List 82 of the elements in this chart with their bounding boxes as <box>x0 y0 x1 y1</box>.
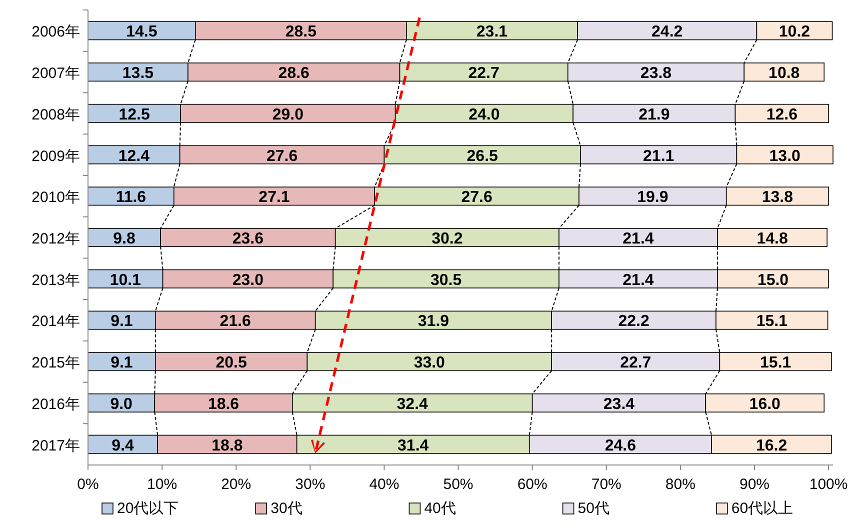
data-label: 27.6 <box>266 148 298 165</box>
y-tick-label: 2015年 <box>32 354 80 372</box>
data-label: 33.0 <box>414 354 446 372</box>
y-tick-label: 2006年 <box>32 24 80 41</box>
data-label: 10.1 <box>110 272 142 289</box>
data-label: 24.0 <box>468 106 500 124</box>
y-tick-label: 2007年 <box>32 65 80 82</box>
data-label: 10.8 <box>768 65 800 82</box>
data-label: 14.5 <box>126 24 158 41</box>
data-label: 18.6 <box>208 396 240 413</box>
data-label: 23.1 <box>476 24 508 41</box>
data-label: 9.0 <box>110 396 133 413</box>
data-label: 21.4 <box>622 230 654 248</box>
data-label: 9.1 <box>110 313 133 330</box>
data-label: 22.2 <box>618 313 650 330</box>
y-tick-label: 2009年 <box>32 148 80 165</box>
data-label: 21.6 <box>220 313 252 330</box>
y-tick-label: 2013年 <box>32 272 80 289</box>
data-label: 31.9 <box>418 313 450 330</box>
y-tick-label: 2008年 <box>32 106 80 124</box>
data-label: 20.5 <box>216 354 247 372</box>
data-label: 29.0 <box>272 106 304 124</box>
data-label: 14.8 <box>756 230 788 248</box>
data-label: 24.6 <box>604 437 636 454</box>
data-label: 21.4 <box>622 272 654 289</box>
x-tick-label: 60% <box>517 476 548 493</box>
x-tick-label: 50% <box>443 476 474 493</box>
data-label: 13.5 <box>122 65 154 82</box>
y-tick-label: 2012年 <box>32 230 80 248</box>
data-label: 15.1 <box>760 354 792 372</box>
data-label: 24.2 <box>652 24 683 41</box>
data-label: 27.6 <box>461 189 492 206</box>
data-label: 9.1 <box>110 354 133 372</box>
data-label: 9.4 <box>112 437 134 454</box>
data-label: 16.2 <box>756 437 788 454</box>
y-tick-label: 2016年 <box>32 396 80 413</box>
x-tick-label: 10% <box>147 476 178 493</box>
x-tick-label: 70% <box>591 476 622 493</box>
data-label: 13.0 <box>769 148 801 165</box>
data-label: 11.6 <box>116 189 146 206</box>
data-label: 22.7 <box>620 354 652 372</box>
data-label: 26.5 <box>466 148 498 165</box>
data-label: 23.6 <box>232 230 264 248</box>
data-label: 23.8 <box>640 65 672 82</box>
y-tick-label: 2014年 <box>32 313 80 330</box>
data-label: 28.6 <box>278 65 310 82</box>
data-label: 18.8 <box>212 437 243 454</box>
legend-label: 30代 <box>270 500 302 517</box>
data-label: 30.5 <box>430 272 462 289</box>
x-tick-label: 40% <box>369 476 400 493</box>
data-label: 12.4 <box>118 148 150 165</box>
data-label: 23.4 <box>603 396 635 413</box>
data-label: 10.2 <box>778 24 810 41</box>
data-label: 21.9 <box>638 106 670 124</box>
x-tick-label: 90% <box>739 476 770 493</box>
legend-label: 40代 <box>424 500 456 517</box>
x-tick-label: 80% <box>665 476 696 493</box>
legend-label: 60代以上 <box>731 500 794 517</box>
y-tick-label: 2010年 <box>32 189 80 206</box>
data-label: 27.1 <box>258 189 290 206</box>
data-label: 23.0 <box>232 272 264 289</box>
data-label: 16.0 <box>749 396 781 413</box>
legend-label: 50代 <box>578 500 610 517</box>
data-label: 30.2 <box>432 230 463 248</box>
data-label: 9.8 <box>113 230 136 248</box>
data-label: 28.5 <box>285 24 317 41</box>
x-tick-label: 100% <box>809 476 848 493</box>
x-tick-label: 0% <box>77 476 99 493</box>
legend-label: 20代以下 <box>117 500 179 517</box>
data-label: 15.0 <box>757 272 789 289</box>
data-label: 32.4 <box>396 396 428 413</box>
data-label: 21.1 <box>643 148 674 165</box>
data-label: 22.7 <box>468 65 500 82</box>
data-label: 31.4 <box>398 437 429 454</box>
data-label: 13.8 <box>762 189 794 206</box>
data-label: 19.9 <box>637 189 668 206</box>
data-label: 12.5 <box>118 106 150 124</box>
x-tick-label: 20% <box>221 476 252 493</box>
x-tick-label: 30% <box>295 476 326 493</box>
y-tick-label: 2017年 <box>32 437 80 454</box>
data-label: 12.6 <box>766 106 798 124</box>
data-label: 15.1 <box>756 313 788 330</box>
